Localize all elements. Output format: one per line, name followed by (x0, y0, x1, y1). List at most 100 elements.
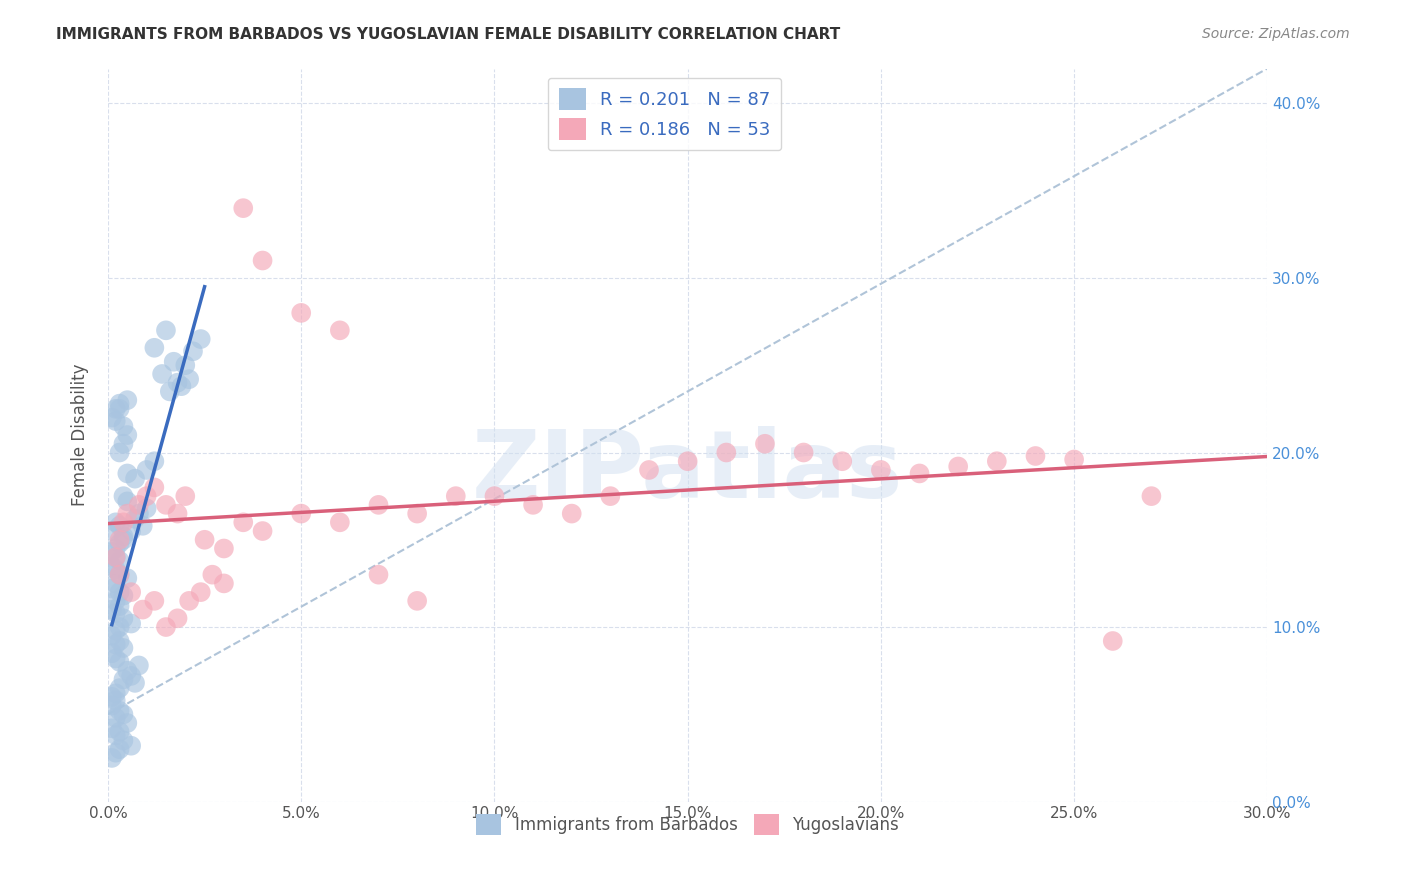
Yugoslavians (104, 550, 127, 565)
Yugoslavians (117, 507, 139, 521)
Yugoslavians (179, 594, 201, 608)
Yugoslavians (108, 533, 131, 547)
Immigrants from Barbados (117, 467, 139, 481)
Yugoslavians (986, 454, 1008, 468)
Yugoslavians (194, 533, 217, 547)
Yugoslavians (638, 463, 661, 477)
Immigrants from Barbados (120, 739, 142, 753)
Immigrants from Barbados (108, 585, 131, 599)
Yugoslavians (290, 306, 312, 320)
Yugoslavians (143, 480, 166, 494)
Yugoslavians (155, 498, 177, 512)
Immigrants from Barbados (120, 616, 142, 631)
Immigrants from Barbados (190, 332, 212, 346)
Y-axis label: Female Disability: Female Disability (72, 364, 89, 507)
Yugoslavians (1140, 489, 1163, 503)
Immigrants from Barbados (108, 518, 131, 533)
Yugoslavians (201, 567, 224, 582)
Immigrants from Barbados (104, 746, 127, 760)
Legend: Immigrants from Barbados, Yugoslavians: Immigrants from Barbados, Yugoslavians (467, 805, 910, 845)
Immigrants from Barbados (104, 541, 127, 556)
Immigrants from Barbados (104, 711, 127, 725)
Immigrants from Barbados (101, 582, 124, 596)
Immigrants from Barbados (104, 638, 127, 652)
Immigrants from Barbados (104, 606, 127, 620)
Yugoslavians (522, 498, 544, 512)
Yugoslavians (166, 507, 188, 521)
Yugoslavians (406, 594, 429, 608)
Immigrants from Barbados (112, 589, 135, 603)
Yugoslavians (599, 489, 621, 503)
Immigrants from Barbados (112, 673, 135, 687)
Immigrants from Barbados (108, 536, 131, 550)
Yugoslavians (232, 516, 254, 530)
Yugoslavians (908, 467, 931, 481)
Immigrants from Barbados (108, 599, 131, 613)
Immigrants from Barbados (101, 545, 124, 559)
Yugoslavians (135, 489, 157, 503)
Immigrants from Barbados (104, 651, 127, 665)
Immigrants from Barbados (128, 507, 150, 521)
Immigrants from Barbados (112, 529, 135, 543)
Immigrants from Barbados (101, 558, 124, 573)
Text: IMMIGRANTS FROM BARBADOS VS YUGOSLAVIAN FEMALE DISABILITY CORRELATION CHART: IMMIGRANTS FROM BARBADOS VS YUGOSLAVIAN … (56, 27, 841, 42)
Immigrants from Barbados (117, 393, 139, 408)
Immigrants from Barbados (101, 602, 124, 616)
Yugoslavians (108, 567, 131, 582)
Immigrants from Barbados (108, 742, 131, 756)
Immigrants from Barbados (101, 690, 124, 704)
Immigrants from Barbados (108, 634, 131, 648)
Yugoslavians (793, 445, 815, 459)
Yugoslavians (870, 463, 893, 477)
Immigrants from Barbados (104, 516, 127, 530)
Immigrants from Barbados (104, 624, 127, 638)
Immigrants from Barbados (124, 512, 146, 526)
Yugoslavians (946, 459, 969, 474)
Yugoslavians (132, 602, 155, 616)
Immigrants from Barbados (104, 550, 127, 565)
Yugoslavians (406, 507, 429, 521)
Immigrants from Barbados (124, 676, 146, 690)
Immigrants from Barbados (108, 397, 131, 411)
Immigrants from Barbados (112, 419, 135, 434)
Immigrants from Barbados (150, 367, 173, 381)
Immigrants from Barbados (181, 344, 204, 359)
Immigrants from Barbados (120, 524, 142, 538)
Immigrants from Barbados (132, 518, 155, 533)
Immigrants from Barbados (108, 655, 131, 669)
Text: Source: ZipAtlas.com: Source: ZipAtlas.com (1202, 27, 1350, 41)
Yugoslavians (367, 567, 389, 582)
Immigrants from Barbados (117, 716, 139, 731)
Yugoslavians (252, 253, 274, 268)
Immigrants from Barbados (120, 669, 142, 683)
Immigrants from Barbados (128, 658, 150, 673)
Immigrants from Barbados (112, 611, 135, 625)
Yugoslavians (128, 498, 150, 512)
Immigrants from Barbados (108, 724, 131, 739)
Immigrants from Barbados (163, 355, 186, 369)
Yugoslavians (831, 454, 853, 468)
Yugoslavians (143, 594, 166, 608)
Immigrants from Barbados (104, 728, 127, 742)
Immigrants from Barbados (170, 379, 193, 393)
Immigrants from Barbados (108, 620, 131, 634)
Immigrants from Barbados (108, 681, 131, 695)
Yugoslavians (367, 498, 389, 512)
Immigrants from Barbados (112, 733, 135, 747)
Immigrants from Barbados (101, 721, 124, 735)
Immigrants from Barbados (166, 376, 188, 390)
Immigrants from Barbados (112, 640, 135, 655)
Immigrants from Barbados (104, 414, 127, 428)
Immigrants from Barbados (112, 707, 135, 722)
Yugoslavians (329, 323, 352, 337)
Immigrants from Barbados (117, 664, 139, 678)
Text: ZIPatlas: ZIPatlas (472, 425, 903, 517)
Yugoslavians (444, 489, 467, 503)
Immigrants from Barbados (112, 489, 135, 503)
Immigrants from Barbados (155, 323, 177, 337)
Immigrants from Barbados (101, 524, 124, 538)
Yugoslavians (120, 585, 142, 599)
Yugoslavians (676, 454, 699, 468)
Immigrants from Barbados (108, 401, 131, 416)
Immigrants from Barbados (101, 698, 124, 713)
